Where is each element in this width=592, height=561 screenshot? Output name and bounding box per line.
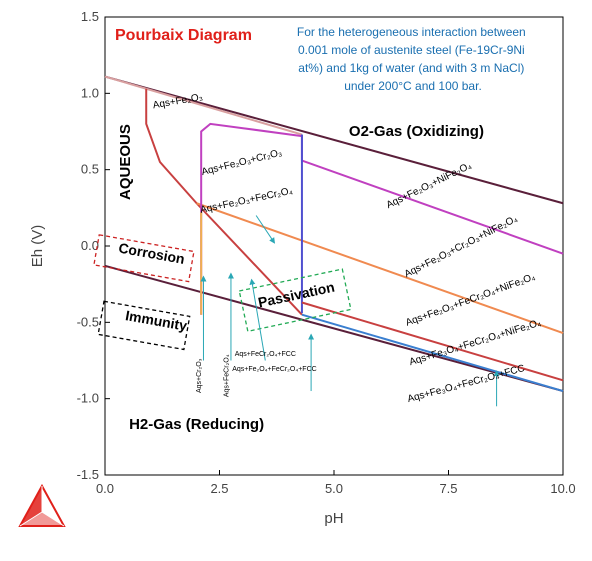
y-tick-label: 0.5 [81,162,99,177]
series-line-8 [301,301,564,382]
immunity-box [97,300,191,351]
series-lines [104,75,564,392]
y-tick-label: 1.0 [81,85,99,100]
y-tick-label: 1.5 [81,9,99,24]
subtitle-line-4: under 200°C and 100 bar. [344,79,482,93]
subtitle-line-3: at%) and 1kg of water (and with 3 m NaCl… [298,61,524,75]
x-tick-label: 5.0 [325,481,343,496]
y-tick-label: 0.0 [81,238,99,253]
y-axis-label: Eh (V) [29,225,46,268]
y-tick-label: -1.0 [77,391,99,406]
x-tick-label: 2.5 [210,481,228,496]
region-label: O2-Gas (Oxidizing) [349,123,484,140]
triangle-logo-icon [18,483,66,527]
annotation-arrow [249,278,266,361]
series-line-4 [145,88,303,316]
annotation-arrow [255,215,276,244]
series-line-1 [104,75,564,205]
subtitle-line-2: 0.001 mole of austenite steel (Fe-19Cr-9… [298,43,525,57]
phase-label: Aqs+Cr₂O₃ [196,358,203,393]
subtitle-line-1: For the heterogeneous interaction betwee… [297,25,526,39]
subtitle: For the heterogeneous interaction betwee… [297,25,529,93]
series-line-5 [196,202,564,334]
chart-title: Pourbaix Diagram [115,27,252,44]
x-tick-label: 10.0 [550,481,575,496]
annotation-boxes [93,234,352,351]
passivation-box [238,268,352,333]
x-axis-label: pH [324,510,343,527]
plot-area [104,16,564,476]
series-line-2 [104,264,564,392]
region-label: H2-Gas (Reducing) [129,416,264,433]
phase-label: Aqs+FeCr₂O₄ [224,354,231,397]
y-tick-label: -1.5 [77,467,99,482]
series-line-6 [200,122,564,315]
y-tick-label: -0.5 [77,314,99,329]
x-tick-label: 0.0 [96,481,114,496]
series-line-9 [301,313,564,392]
phase-label: Aqs+Fe₂O₄+FeCr₂O₄+FCC [232,366,316,373]
region-label: AQUEOUS [117,124,134,200]
phase-label: Aqs+FeCr₂O₄+FCC [235,351,296,358]
annotation-arrows [200,215,500,407]
axis-ticks: 0.0 2.5 5.0 7.5 10.0 1.5 1.0 0.5 0.0 -0.5 -1.0 -1.5 [77,9,576,496]
corrosion-box [93,234,195,283]
x-tick-label: 7.5 [439,481,457,496]
